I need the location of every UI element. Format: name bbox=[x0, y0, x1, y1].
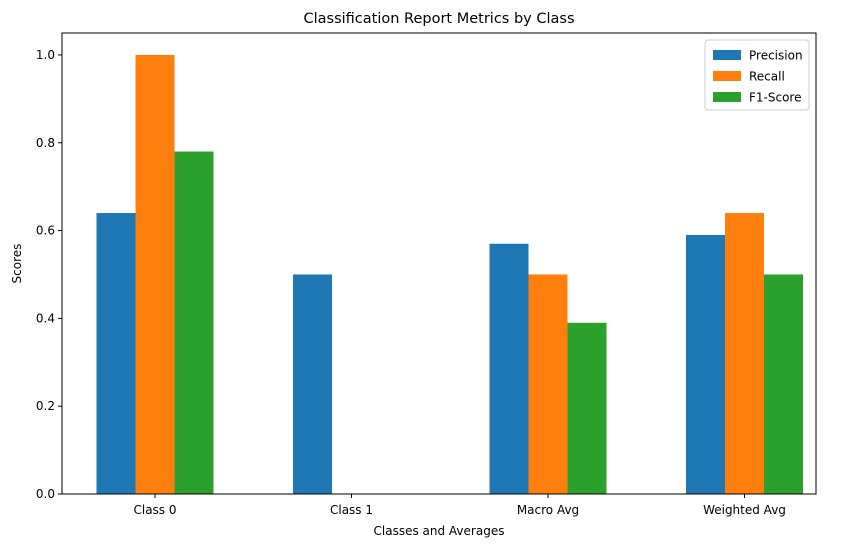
x-tick-label: Class 1 bbox=[330, 503, 373, 517]
y-axis: 0.0 0.2 0.4 0.6 0.8 1.0 bbox=[36, 48, 62, 501]
legend-swatch-precision bbox=[713, 50, 741, 60]
legend-label-recall: Recall bbox=[749, 70, 785, 84]
bar-recall-macro-avg bbox=[528, 274, 568, 494]
y-tick-label: 0.2 bbox=[36, 399, 55, 413]
bar-f1-score-weighted-avg bbox=[764, 274, 803, 494]
chart-title: Classification Report Metrics by Class bbox=[303, 11, 574, 27]
legend-swatch-recall bbox=[713, 71, 741, 81]
plot-frame bbox=[61, 32, 817, 495]
y-tick-label: 0.8 bbox=[36, 136, 55, 150]
legend-label-f1-score: F1-Score bbox=[749, 91, 801, 105]
x-tick-label: Class 0 bbox=[133, 503, 176, 517]
x-axis: Class 0 Class 1 Macro Avg Weighted Avg bbox=[133, 494, 786, 517]
bars-group bbox=[96, 54, 803, 495]
bar-recall-weighted-avg bbox=[725, 213, 764, 494]
legend: Precision Recall F1-Score bbox=[704, 39, 810, 111]
y-axis-label: Scores bbox=[10, 244, 24, 284]
y-tick-label: 0.6 bbox=[36, 224, 55, 238]
x-axis-label: Classes and Averages bbox=[374, 524, 505, 538]
bar-f1-score-class-0 bbox=[174, 151, 214, 495]
legend-label-precision: Precision bbox=[749, 49, 803, 63]
x-tick-label: Macro Avg bbox=[517, 503, 579, 517]
x-tick-label: Weighted Avg bbox=[703, 503, 786, 517]
bar-f1-score-macro-avg bbox=[567, 322, 607, 494]
bar-precision-class-0 bbox=[96, 213, 136, 494]
bar-precision-weighted-avg bbox=[686, 234, 725, 494]
legend-swatch-f1-score bbox=[713, 92, 741, 102]
bar-precision-class-1 bbox=[293, 274, 332, 494]
bar-recall-class-0 bbox=[135, 54, 175, 494]
y-tick-label: 0.4 bbox=[36, 311, 55, 325]
bar-precision-macro-avg bbox=[489, 243, 529, 494]
y-tick-label: 0.0 bbox=[36, 487, 55, 501]
y-tick-label: 1.0 bbox=[36, 48, 55, 62]
